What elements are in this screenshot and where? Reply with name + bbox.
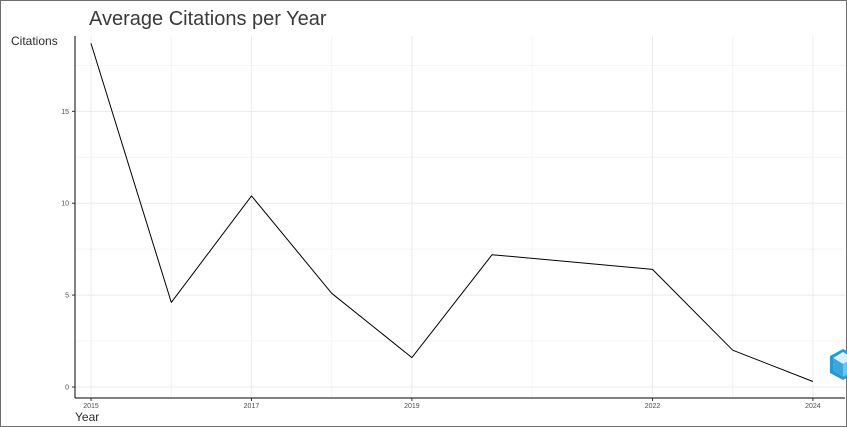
x-axis-title: Year <box>75 410 99 424</box>
minor-gridlines <box>75 36 845 398</box>
data-point-2023 <box>732 349 734 351</box>
data-point-2019 <box>411 356 413 358</box>
x-tick-label: 2015 <box>83 403 99 410</box>
chart-title: Average Citations per Year <box>89 8 327 30</box>
x-tick-label: 2024 <box>805 403 821 410</box>
x-tick-label: 2017 <box>244 403 260 410</box>
x-tick-label: 2022 <box>645 403 661 410</box>
data-point-2015 <box>90 42 92 44</box>
x-tick-label: 2019 <box>404 403 420 410</box>
series-line-citations <box>90 43 814 382</box>
y-tick-label: 10 <box>61 201 69 208</box>
data-point-2022 <box>651 268 653 270</box>
y-tick-label: 5 <box>65 293 69 300</box>
major-gridlines <box>75 36 845 398</box>
data-point-2017 <box>250 195 252 197</box>
data-point-2024 <box>812 380 814 382</box>
series-citations <box>90 42 814 382</box>
x-axis-ticks: 2015 2017 2019 2022 2024 <box>83 398 821 410</box>
y-axis-title: Citations <box>11 34 58 48</box>
axes <box>74 36 845 399</box>
data-point-2020 <box>491 253 493 255</box>
y-tick-label: 0 <box>65 384 69 391</box>
data-point-2016 <box>170 301 172 303</box>
y-axis-ticks: 0 5 10 15 <box>61 109 75 391</box>
data-point-2021 <box>571 261 573 263</box>
y-tick-label: 15 <box>61 109 69 116</box>
data-point-2018 <box>330 292 332 294</box>
cube-logo-icon <box>830 349 847 380</box>
